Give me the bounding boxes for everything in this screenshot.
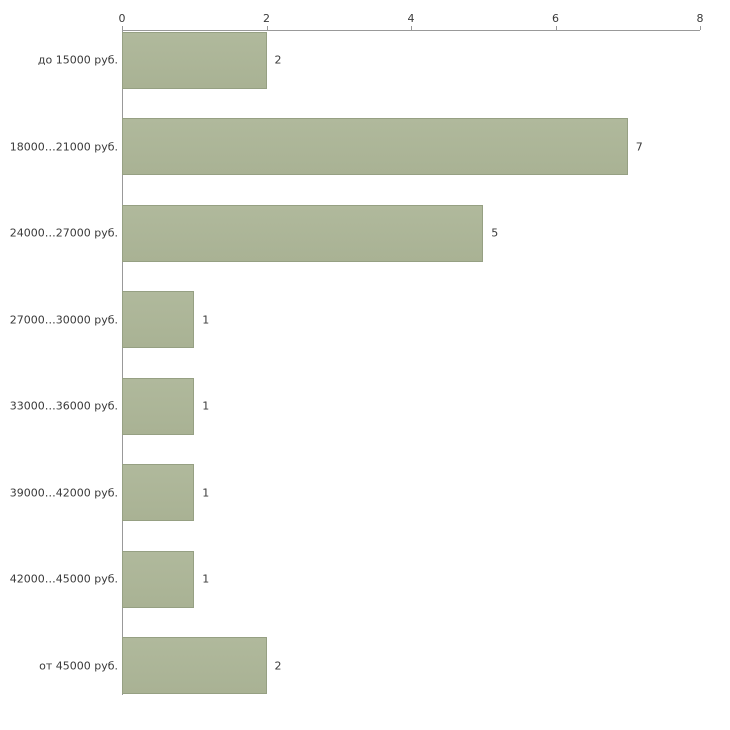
- value-label: 1: [202, 572, 210, 586]
- bar: [122, 550, 195, 608]
- x-axis-line: [122, 30, 700, 31]
- bar: [122, 377, 195, 435]
- value-label: 1: [202, 313, 210, 326]
- bar: [122, 204, 484, 262]
- category-label: 27000…30000 руб.: [9, 313, 118, 326]
- y-axis-line: [122, 30, 123, 695]
- category-label: 39000…42000 руб.: [9, 486, 118, 499]
- bar: [122, 637, 267, 694]
- category-label: 42000…45000 руб.: [9, 572, 118, 586]
- x-tick-mark: [555, 26, 557, 30]
- x-tick-label: 0: [118, 12, 126, 25]
- category-label: 24000…27000 руб.: [9, 226, 118, 240]
- x-tick-mark: [700, 26, 701, 30]
- value-label: 1: [202, 486, 210, 499]
- category-label: 33000…36000 руб.: [9, 399, 118, 413]
- x-tick-mark: [411, 26, 412, 30]
- x-tick-label: 6: [552, 12, 559, 25]
- x-tick-label: 4: [407, 12, 415, 25]
- value-label: 7: [635, 140, 643, 153]
- bar: [122, 291, 195, 348]
- bar: [122, 118, 628, 175]
- bar: [122, 31, 267, 89]
- value-label: 1: [202, 399, 210, 413]
- x-tick-label: 8: [696, 12, 704, 25]
- value-label: 2: [274, 53, 282, 67]
- category-label: 18000…21000 руб.: [9, 140, 118, 153]
- x-tick-mark: [122, 26, 123, 30]
- x-tick-label: 2: [263, 12, 270, 25]
- category-label: от 45000 руб.: [39, 659, 118, 672]
- value-label: 2: [274, 659, 282, 672]
- value-label: 5: [491, 226, 499, 240]
- x-tick-mark: [266, 26, 268, 30]
- category-label: до 15000 руб.: [37, 53, 118, 67]
- bar: [122, 464, 195, 521]
